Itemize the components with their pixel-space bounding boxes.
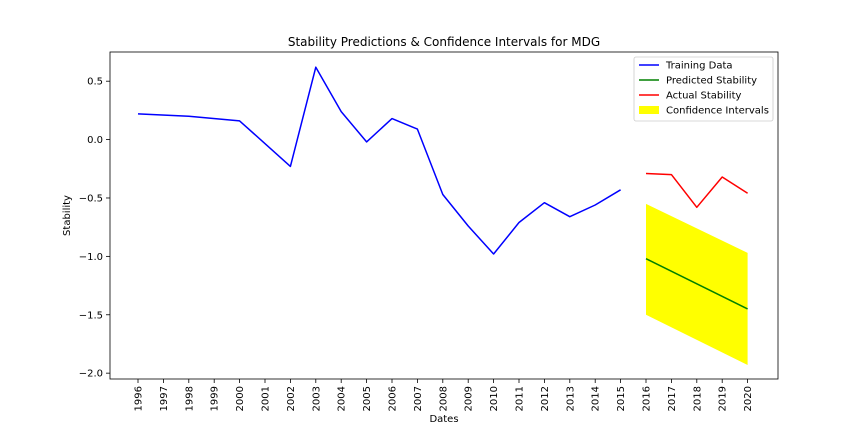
x-tick-label: 2007 [413,386,424,411]
x-axis-title: Dates [429,414,458,425]
x-tick-label: 2014 [591,386,602,411]
x-tick-label: 2016 [642,386,653,411]
x-tick-label: 1998 [184,386,195,411]
x-tick-label: 1999 [210,386,221,411]
x-tick-label: 2015 [616,386,627,411]
x-tick-label: 2012 [540,386,551,411]
x-tick-label: 2010 [489,386,500,411]
x-axis: 1996 1997 1998 1999 2000 2001 2002 2003 2004 2005… [134,379,754,411]
legend-label: Actual Stability [666,91,742,102]
x-tick-label: 2018 [692,386,703,411]
y-tick-label: 0.0 [87,135,103,146]
plot-area-frame [109,51,779,380]
chart-title: Stability Predictions & Confidence Inter… [288,35,600,49]
legend-label: Predicted Stability [666,76,757,87]
y-axis: 0.5 0.0 −0.5 −1.0 −1.5 −2.0 [79,77,110,380]
y-tick-label: −2.0 [79,369,103,380]
y-tick-label: −1.5 [79,310,103,321]
series-line-0 [137,66,621,255]
x-tick-label: 2017 [667,386,678,411]
x-tick-label: 1997 [159,386,170,411]
x-tick-label: 2020 [743,386,754,411]
series-line-1 [645,258,748,310]
x-tick-label: 2011 [515,386,526,411]
x-tick-label: 2005 [362,386,373,411]
x-tick-label: 2008 [438,386,449,411]
x-tick-label: 2003 [311,386,322,411]
y-tick-label: 0.5 [87,77,103,88]
x-tick-label: 2019 [718,386,729,411]
x-tick-label: 2000 [235,386,246,411]
x-tick-label: 2006 [388,386,399,411]
y-tick-label: −1.0 [79,252,103,263]
x-tick-label: 2013 [565,386,576,411]
x-tick-label: 2004 [337,386,348,411]
series-layer [137,66,749,310]
legend-label: Training Data [665,61,733,72]
y-axis-title: Stability [62,195,73,236]
legend-frame [633,56,774,122]
x-tick-label: 2009 [464,386,475,411]
legend-swatch [639,106,659,114]
x-tick-label: 2002 [286,386,297,411]
y-tick-label: −0.5 [79,193,103,204]
legend: Training Data Predicted Stability Actual S… [633,56,774,122]
series-line-2 [645,172,749,209]
legend-label: Confidence Intervals [666,106,769,117]
x-tick-label: 2001 [261,386,272,411]
x-tick-label: 1996 [134,386,145,411]
